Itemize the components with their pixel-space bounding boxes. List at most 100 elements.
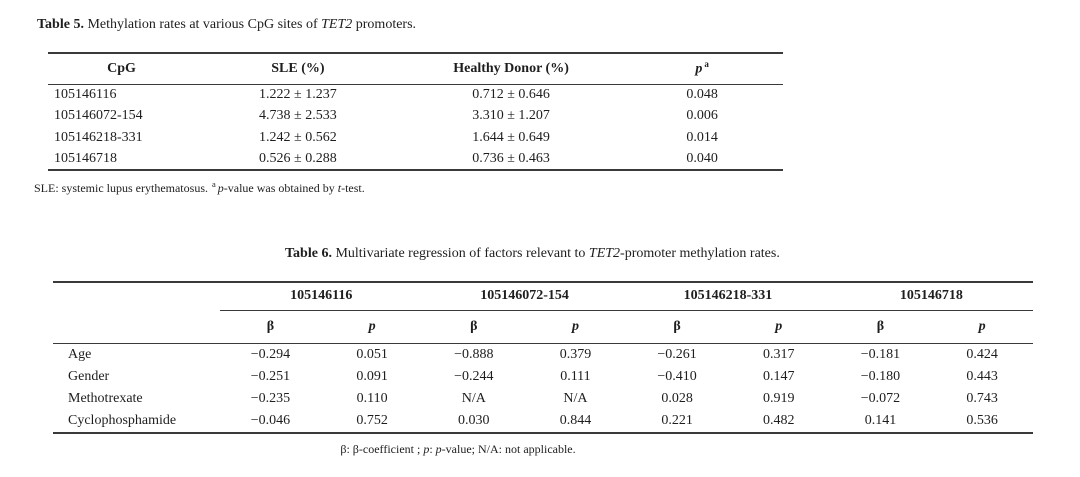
table5-cell-donor: 3.310 ± 1.207 [472,108,550,124]
table5-cell-p: 0.006 [686,108,718,124]
table5-cell-sle: 0.526 ± 0.288 [259,150,337,166]
table6-cell: −0.410 [657,368,697,384]
table6-cell: 0.443 [966,368,998,384]
table5-footnote-text2: -value was obtained by [223,181,338,195]
table6-cell: −0.888 [454,346,494,362]
table5-cell-sle: 1.242 ± 0.562 [259,129,337,145]
table5-header-p-sup: a [704,59,709,70]
table-row: Age −0.294 0.051 −0.888 0.379 −0.261 0.3… [53,343,1033,366]
table6-cell: −0.251 [250,368,291,384]
table5-caption-gene: TET2 [321,17,353,32]
table6-cell: 0.844 [559,413,592,429]
table6-cell: 0.030 [458,413,490,429]
table6-footnote-p2: p [435,442,442,456]
table6-cell: −0.181 [860,346,901,362]
table5-cell-cpg: 105146718 [54,150,117,166]
table6-group-header-row: 105146116 105146072-154 105146218-331 10… [53,282,1033,311]
table6-cell: −0.244 [454,368,494,384]
table-row: 105146116 1.222 ± 1.237 0.712 ± 0.646 0.… [48,84,783,106]
table6-cell: 0.752 [356,413,388,429]
table6-cell: 0.424 [966,346,998,362]
table6-footnote: β: β-coefficient ; p: p-value; N/A: not … [53,442,863,456]
table-row: Methotrexate −0.235 0.110 N/A N/A 0.028 … [53,388,1033,411]
table6-caption-label: Table 6. [285,246,332,261]
table5-cell-p: 0.014 [686,129,718,145]
table-row: 105146218-331 1.242 ± 0.562 1.644 ± 0.64… [48,127,783,149]
table6-rowlabel: Age [68,346,92,362]
table5-cell-cpg: 105146116 [54,87,117,102]
table6-cell: −0.261 [657,346,697,362]
table5-header-sle: SLE (%) [195,53,401,85]
table6-cell: 0.919 [763,391,795,407]
table6-footnote-text2: : [429,442,436,456]
table6-cell: −0.235 [250,391,291,407]
table6-multivariate-regression: 105146116 105146072-154 105146218-331 10… [53,281,1033,434]
table6-cell: N/A [563,391,588,407]
table5-footnote-t: t [337,181,342,195]
table6-cell: 0.482 [763,413,795,429]
table5-header-donor: Healthy Donor (%) [400,53,622,85]
table6-group-105146072-154: 105146072-154 [422,282,627,311]
table5-cell-cpg: 105146218-331 [54,129,143,145]
table5-cell-donor: 0.736 ± 0.463 [472,150,550,166]
table6-corner-blank [53,282,220,310]
table6-rowlabel: Methotrexate [68,391,143,407]
table6-group-105146718: 105146718 [829,282,1033,311]
table6-footnote-p1: p [423,442,430,456]
table6-cell: 0.110 [356,391,388,407]
table6-group-105146218-331: 105146218-331 [626,282,830,311]
table6-caption-tail: -promoter methylation rates. [620,246,780,261]
table5-cell-cpg: 105146072-154 [54,108,143,124]
table6-caption: Table 6. Multivariate regression of fact… [285,245,780,262]
table-row: 105146718 0.526 ± 0.288 0.736 ± 0.463 0.… [48,149,783,171]
table5-caption-tail: promoters. [352,17,417,32]
table6-cell: −0.072 [860,391,901,407]
table6-subheader-p: p [727,310,830,344]
table5-cell-donor: 1.644 ± 0.649 [472,129,550,145]
table5-footnote-text3: -test. [341,181,365,195]
table6-subheader-p: p [931,310,1033,344]
table6-cell: 0.221 [661,413,693,429]
table5-cell-p: 0.048 [686,87,718,102]
table6-subheader-beta: β [219,310,322,344]
table5-footnote-sup: a [211,179,216,189]
table6-rowlabel: Gender [68,368,110,384]
table5-cell-donor: 0.712 ± 0.646 [472,87,550,102]
table6-subheader-beta: β [422,310,525,344]
table6-cell: 0.051 [356,346,388,362]
table6-subheader-p: p [321,310,423,344]
table5-caption-text: Methylation rates at various CpG sites o… [83,17,322,32]
table6-subheader-p: p [524,310,627,344]
table-row: Cyclophosphamide −0.046 0.752 0.030 0.84… [53,411,1033,434]
table-row: Gender −0.251 0.091 −0.244 0.111 −0.410 … [53,366,1033,389]
table6-cell: 0.743 [966,391,998,407]
table6-subheader-beta: β [626,310,728,344]
table5-cell-sle: 4.738 ± 2.533 [259,108,337,124]
table6-cell: 0.147 [763,368,795,384]
table6-subheader-blank [53,310,220,344]
table6-cell: 0.141 [864,413,897,429]
table6-subheader-row: β p β p β p β p [53,310,1033,344]
table6-cell: N/A [461,391,486,407]
table5-caption: Table 5. Methylation rates at various Cp… [37,16,416,33]
table6-cell: 0.111 [560,368,591,384]
table6-caption-text: Multivariate regression of factors relev… [331,246,589,261]
table6-cell: −0.294 [250,346,291,362]
table5-caption-label: Table 5. [37,17,84,32]
table6-cell: 0.536 [966,413,998,429]
table6-cell: 0.317 [763,346,795,362]
table6-subheader-beta: β [829,310,932,344]
table5-footnote: SLE: systemic lupus erythematosus. a p-va… [34,177,365,195]
table6-rowlabel: Cyclophosphamide [68,413,177,429]
table6-cell: 0.379 [559,346,592,362]
table5-header-cpg: CpG [48,53,195,85]
table5-cell-sle: 1.222 ± 1.237 [259,87,337,102]
table6-caption-gene: TET2 [588,246,621,261]
table5-cell-p: 0.040 [686,150,718,166]
table6-cell: 0.028 [661,391,693,407]
table6-group-105146116: 105146116 [219,282,423,311]
